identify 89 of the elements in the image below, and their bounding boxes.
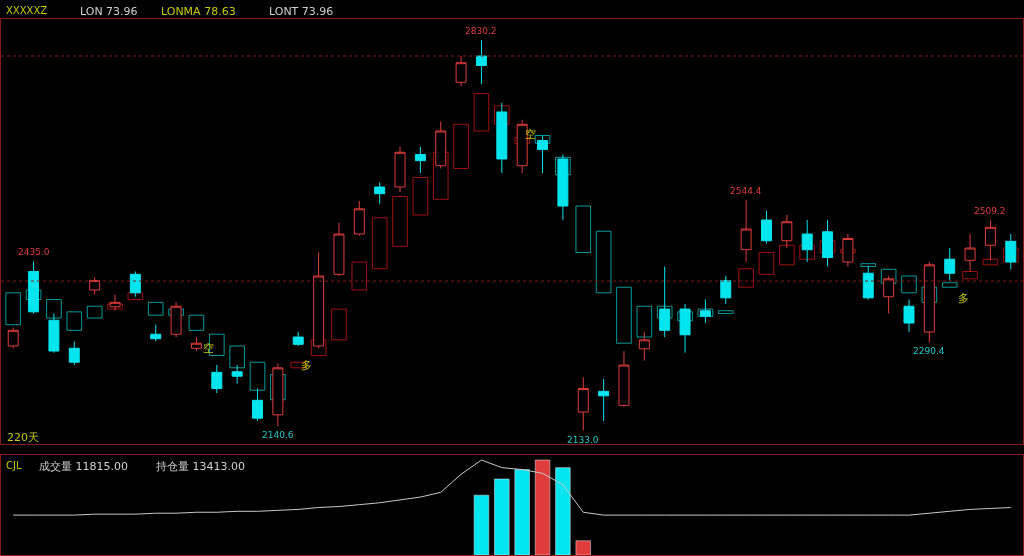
candlestick: [862, 266, 874, 301]
candlestick: [414, 146, 426, 174]
annotation: 成交量 11815.00: [39, 460, 128, 473]
candlestick: [801, 219, 813, 263]
bar: [432, 151, 449, 200]
bar: [779, 244, 795, 266]
bar: [493, 105, 510, 125]
candlestick: [394, 146, 406, 193]
annotation: 2509.2: [974, 206, 1006, 216]
annotation: 多: [301, 359, 312, 372]
bar: [697, 308, 714, 317]
candlestick: [659, 266, 671, 338]
bar: [46, 299, 62, 319]
candlestick: [760, 210, 772, 245]
text: LON 73.96: [80, 5, 138, 18]
bar: [66, 311, 83, 331]
annotation: 2435.0: [18, 247, 50, 257]
candlestick: [577, 376, 589, 432]
candlestick: [537, 134, 549, 174]
annotation: 2290.4: [913, 346, 945, 356]
bar: [412, 176, 429, 216]
candlestick: [374, 182, 386, 205]
bar: [392, 196, 408, 247]
candlestick: [740, 199, 752, 263]
chart-title: XXXXXZ: [6, 5, 48, 16]
bar: [758, 252, 775, 275]
candlestick: [353, 200, 365, 237]
candlestick: [598, 378, 610, 422]
bar: [107, 303, 123, 310]
candlestick: [190, 336, 202, 352]
annotation: 2140.6: [262, 430, 294, 440]
bar: [86, 305, 103, 319]
candlestick: [923, 261, 935, 343]
bar: [575, 540, 591, 555]
candlestick: [557, 154, 569, 221]
candlestick: [822, 219, 834, 267]
bar: [901, 275, 917, 294]
annotation: 多: [958, 292, 969, 305]
bar: [147, 301, 164, 316]
candlestick: [150, 324, 162, 343]
bar: [371, 217, 388, 270]
candlestick: [903, 299, 915, 333]
bar: [351, 261, 368, 291]
candlestick: [7, 327, 19, 349]
bar: [575, 205, 592, 253]
candlestick: [475, 39, 487, 85]
candlestick: [618, 350, 630, 408]
text: LONMA 78.63: [161, 5, 236, 18]
bar: [473, 93, 490, 132]
bar: [941, 282, 958, 288]
bar: [636, 305, 653, 338]
candlestick: [211, 364, 223, 394]
text: LONT 73.96: [269, 5, 334, 18]
bar: [514, 469, 530, 555]
candlestick: [28, 260, 40, 315]
candlestick: [496, 102, 508, 174]
chart-title: CJL: [6, 460, 22, 471]
bar: [616, 286, 632, 344]
bar: [5, 292, 22, 326]
bar: [494, 478, 510, 555]
bar: [860, 263, 877, 267]
bar: [962, 271, 978, 280]
bar: [717, 310, 734, 315]
candlestick: [68, 341, 80, 366]
annotation: 2830.2: [465, 26, 497, 36]
text: 220天: [7, 431, 39, 444]
bar: [188, 314, 205, 331]
bar: [453, 123, 469, 170]
bar: [595, 230, 612, 294]
annotation: 持仓量 13413.00: [156, 460, 245, 473]
bar: [534, 459, 551, 555]
candlestick: [1005, 233, 1017, 270]
candlestick: [129, 271, 141, 298]
candlestick: [944, 247, 956, 281]
bar: [982, 258, 999, 266]
annotation: 2544.4: [730, 186, 762, 196]
candlestick: [109, 293, 121, 312]
candlestick: [333, 222, 345, 277]
bar: [738, 268, 754, 288]
candlestick: [720, 275, 732, 305]
candlestick: [699, 299, 711, 324]
bar: [331, 308, 347, 341]
candlestick: [292, 331, 304, 347]
bar: [473, 494, 490, 555]
bar: [229, 345, 245, 369]
annotation: 2133.0: [567, 435, 599, 445]
candlestick: [455, 55, 467, 87]
bar: [249, 361, 266, 391]
bar: [555, 467, 571, 555]
